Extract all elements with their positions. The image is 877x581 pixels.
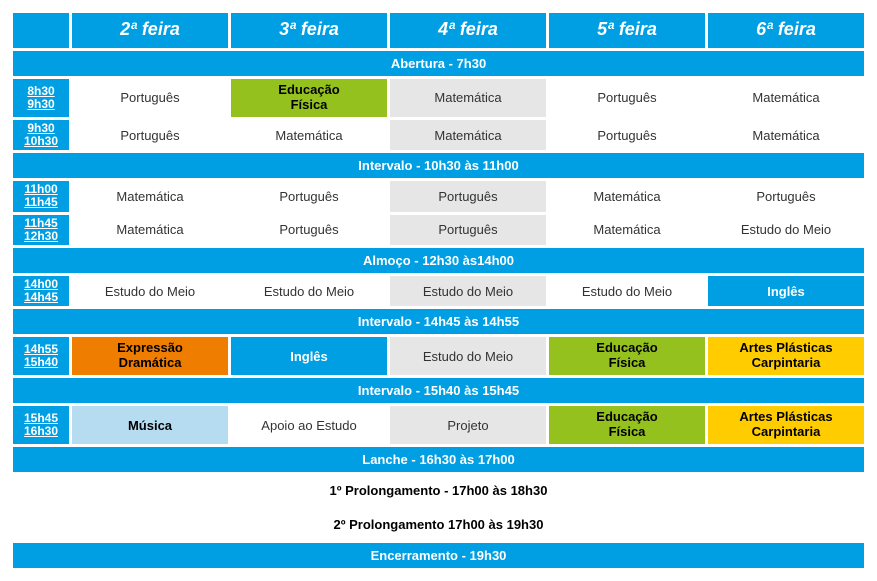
time-6b: 16h30 bbox=[24, 424, 58, 438]
row-5: 14h5515h40 ExpressãoDramática Inglês Est… bbox=[13, 337, 864, 375]
time-1b: 10h30 bbox=[24, 134, 58, 148]
cell-3-1: Português bbox=[231, 215, 387, 245]
time-0b: 9h30 bbox=[27, 97, 54, 111]
cell-1-1: Matemática bbox=[231, 120, 387, 150]
row-6: 15h4516h30 Música Apoio ao Estudo Projet… bbox=[13, 406, 864, 444]
cell-3-0: Matemática bbox=[72, 215, 228, 245]
row-3: 11h4512h30 Matemática Português Portuguê… bbox=[13, 215, 864, 245]
cell-5-3: EducaçãoFísica bbox=[549, 337, 705, 375]
cell-3-3: Matemática bbox=[549, 215, 705, 245]
cell-3-4: Estudo do Meio bbox=[708, 215, 864, 245]
banner-almoco: Almoço - 12h30 às14h00 bbox=[13, 248, 864, 273]
cell-4-1: Estudo do Meio bbox=[231, 276, 387, 306]
cell-1-4: Matemática bbox=[708, 120, 864, 150]
cell-4-4: Inglês bbox=[708, 276, 864, 306]
cell-2-0: Matemática bbox=[72, 181, 228, 211]
time-6a: 15h45 bbox=[24, 411, 58, 425]
cell-6-3: EducaçãoFísica bbox=[549, 406, 705, 444]
cell-2-4: Português bbox=[708, 181, 864, 211]
cell-1-3: Português bbox=[549, 120, 705, 150]
header-day-2: 3ª feira bbox=[231, 13, 387, 48]
header-day-5: 6ª feira bbox=[708, 13, 864, 48]
row-2: 11h0011h45 Matemática Português Portuguê… bbox=[13, 181, 864, 211]
header-blank bbox=[13, 13, 69, 48]
cell-5-1: Inglês bbox=[231, 337, 387, 375]
cell-4-0: Estudo do Meio bbox=[72, 276, 228, 306]
header-row: 2ª feira 3ª feira 4ª feira 5ª feira 6ª f… bbox=[13, 13, 864, 48]
cell-5-2: Estudo do Meio bbox=[390, 337, 546, 375]
banner-prol2: 2º Prolongamento 17h00 às 19h30 bbox=[13, 509, 864, 540]
cell-2-2: Português bbox=[390, 181, 546, 211]
row-4: 14h0014h45 Estudo do Meio Estudo do Meio… bbox=[13, 276, 864, 306]
time-0: 8h309h30 bbox=[13, 79, 69, 117]
time-0a: 8h30 bbox=[27, 84, 54, 98]
cell-6-4: Artes PlásticasCarpintaria bbox=[708, 406, 864, 444]
cell-5-0: ExpressãoDramática bbox=[72, 337, 228, 375]
banner-abertura: Abertura - 7h30 bbox=[13, 51, 864, 76]
cell-2-1: Português bbox=[231, 181, 387, 211]
time-5: 14h5515h40 bbox=[13, 337, 69, 375]
time-3a: 11h45 bbox=[24, 216, 57, 230]
time-4: 14h0014h45 bbox=[13, 276, 69, 306]
banner-intervalo1: Intervalo - 10h30 às 11h00 bbox=[13, 153, 864, 178]
time-4b: 14h45 bbox=[24, 290, 58, 304]
cell-0-2: Matemática bbox=[390, 79, 546, 117]
cell-4-2: Estudo do Meio bbox=[390, 276, 546, 306]
cell-6-0: Música bbox=[72, 406, 228, 444]
time-3b: 12h30 bbox=[24, 229, 58, 243]
banner-intervalo3: Intervalo - 15h40 às 15h45 bbox=[13, 378, 864, 403]
cell-0-3: Português bbox=[549, 79, 705, 117]
time-6: 15h4516h30 bbox=[13, 406, 69, 444]
row-0: 8h309h30 Português EducaçãoFísica Matemá… bbox=[13, 79, 864, 117]
cell-0-1: EducaçãoFísica bbox=[231, 79, 387, 117]
time-1: 9h3010h30 bbox=[13, 120, 69, 150]
cell-6-1: Apoio ao Estudo bbox=[231, 406, 387, 444]
header-day-4: 5ª feira bbox=[549, 13, 705, 48]
header-day-3: 4ª feira bbox=[390, 13, 546, 48]
banner-prol1: 1º Prolongamento - 17h00 às 18h30 bbox=[13, 475, 864, 506]
time-2: 11h0011h45 bbox=[13, 181, 69, 211]
cell-1-0: Português bbox=[72, 120, 228, 150]
timetable: 2ª feira 3ª feira 4ª feira 5ª feira 6ª f… bbox=[10, 10, 867, 571]
banner-lanche: Lanche - 16h30 às 17h00 bbox=[13, 447, 864, 472]
time-3: 11h4512h30 bbox=[13, 215, 69, 245]
cell-3-2: Português bbox=[390, 215, 546, 245]
row-1: 9h3010h30 Português Matemática Matemátic… bbox=[13, 120, 864, 150]
cell-1-2: Matemática bbox=[390, 120, 546, 150]
time-1a: 9h30 bbox=[27, 121, 54, 135]
banner-intervalo2: Intervalo - 14h45 às 14h55 bbox=[13, 309, 864, 334]
time-5b: 15h40 bbox=[24, 355, 58, 369]
header-day-1: 2ª feira bbox=[72, 13, 228, 48]
cell-0-4: Matemática bbox=[708, 79, 864, 117]
time-5a: 14h55 bbox=[24, 342, 58, 356]
time-2b: 11h45 bbox=[24, 195, 57, 209]
cell-4-3: Estudo do Meio bbox=[549, 276, 705, 306]
time-4a: 14h00 bbox=[24, 277, 58, 291]
cell-5-4: Artes PlásticasCarpintaria bbox=[708, 337, 864, 375]
cell-0-0: Português bbox=[72, 79, 228, 117]
time-2a: 11h00 bbox=[24, 182, 57, 196]
cell-2-3: Matemática bbox=[549, 181, 705, 211]
cell-6-2: Projeto bbox=[390, 406, 546, 444]
banner-encerr: Encerramento - 19h30 bbox=[13, 543, 864, 568]
